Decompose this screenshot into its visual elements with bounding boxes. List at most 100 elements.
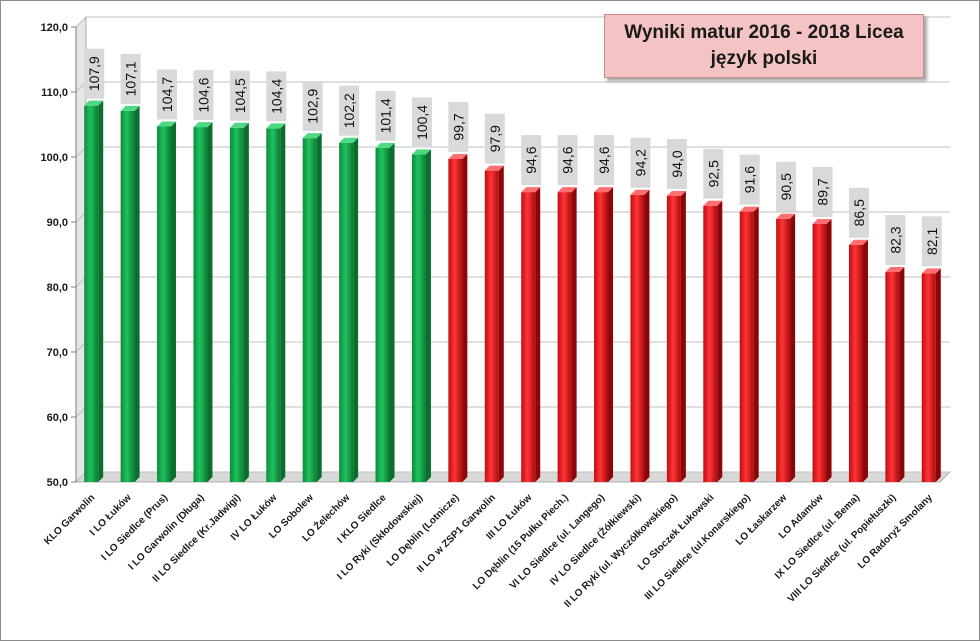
bar-top	[630, 189, 650, 195]
bar-front	[484, 170, 499, 482]
bar-side	[171, 121, 177, 482]
data-label: 94,6	[557, 135, 578, 186]
data-label: 107,1	[120, 53, 141, 104]
bar	[557, 187, 577, 482]
bar-top	[666, 191, 686, 196]
bar	[484, 165, 504, 482]
bar-front	[557, 192, 572, 482]
bar-top	[484, 165, 504, 171]
bar	[703, 200, 723, 482]
data-label-bg	[302, 81, 323, 132]
bar-top	[739, 206, 759, 212]
bar-top	[448, 153, 468, 159]
data-label-bg	[229, 70, 250, 121]
data-label-text: 104,4	[268, 79, 284, 114]
bar-side	[899, 267, 905, 482]
bar-side	[571, 187, 577, 482]
data-label-text: 92,5	[705, 160, 721, 187]
bar-side	[608, 187, 614, 482]
data-label-bg	[120, 53, 141, 104]
bar-front	[120, 110, 135, 482]
data-label-bg	[375, 90, 396, 141]
data-label-bg	[594, 135, 615, 186]
data-label-text: 102,9	[305, 88, 321, 123]
bar-top	[885, 267, 905, 273]
data-label-text: 99,7	[450, 113, 466, 140]
bar-side	[935, 268, 941, 482]
bar-side	[243, 122, 249, 482]
y-tick-label: 50,0	[47, 477, 68, 489]
bar-front	[703, 205, 718, 482]
data-label: 102,2	[339, 85, 360, 136]
y-tick-label: 120,0	[40, 22, 68, 34]
bar-top	[339, 137, 359, 143]
bar-side	[425, 149, 431, 482]
y-tick-label: 110,0	[41, 87, 68, 99]
bar-side	[535, 187, 541, 482]
bar-side	[826, 218, 832, 482]
data-label-text: 94,2	[632, 149, 648, 176]
data-label-bg	[411, 97, 432, 148]
bar-front	[266, 128, 281, 482]
data-label-text: 104,6	[195, 77, 211, 112]
bar-side	[98, 100, 104, 483]
bar-side	[717, 200, 723, 482]
bar-side	[353, 137, 359, 482]
bar-side	[207, 122, 213, 482]
data-label-bg	[266, 71, 287, 122]
bar-top	[120, 105, 140, 111]
bar-front	[375, 147, 390, 482]
data-label: 104,5	[229, 70, 250, 121]
bar	[84, 100, 104, 483]
y-tick-label: 70,0	[47, 347, 68, 359]
data-label-bg	[157, 69, 178, 120]
data-label-text: 100,4	[414, 105, 430, 140]
data-label-bg	[848, 187, 869, 238]
bar-top	[411, 149, 431, 155]
data-label: 100,4	[411, 97, 432, 148]
bar-front	[739, 211, 754, 482]
data-label-text: 97,9	[487, 125, 503, 152]
data-label: 94,0	[666, 139, 687, 189]
bar-side	[680, 191, 686, 482]
bar-front	[448, 158, 463, 482]
bar-side	[134, 105, 140, 482]
bar-front	[193, 127, 208, 482]
bar-top	[812, 218, 832, 224]
data-label-text: 91,6	[742, 166, 758, 193]
bar-top	[848, 239, 868, 245]
data-label-bg	[339, 85, 360, 136]
bar	[921, 268, 941, 482]
data-label-bg	[776, 161, 797, 212]
data-label-bg	[812, 166, 833, 217]
bar-top	[157, 121, 177, 127]
bar-front	[630, 194, 645, 482]
bar-side	[753, 206, 759, 482]
data-label: 90,5	[776, 161, 797, 212]
data-label-text: 104,7	[159, 77, 175, 112]
data-label-bg	[666, 139, 687, 189]
data-label-bg	[557, 135, 578, 186]
data-label-text: 86,5	[851, 199, 867, 226]
data-label: 107,9	[84, 48, 105, 99]
data-label-text: 94,6	[560, 146, 576, 173]
data-label: 104,6	[193, 70, 214, 121]
data-label-bg	[739, 154, 760, 205]
data-label: 94,2	[630, 137, 651, 188]
bar-side	[790, 213, 796, 482]
bar-top	[375, 142, 395, 148]
bar-front	[594, 192, 609, 482]
bar	[339, 137, 359, 482]
data-label-bg	[630, 137, 651, 188]
bar-front	[84, 105, 99, 483]
bar-front	[776, 218, 791, 482]
data-label-bg	[448, 101, 469, 152]
bar-front	[885, 272, 900, 482]
data-label-text: 82,1	[924, 228, 940, 255]
bar-front	[812, 223, 827, 482]
y-tick-label: 90,0	[47, 217, 68, 229]
y-tick-label: 100,0	[40, 152, 68, 164]
bar	[848, 239, 868, 482]
data-label-text: 90,5	[778, 173, 794, 200]
